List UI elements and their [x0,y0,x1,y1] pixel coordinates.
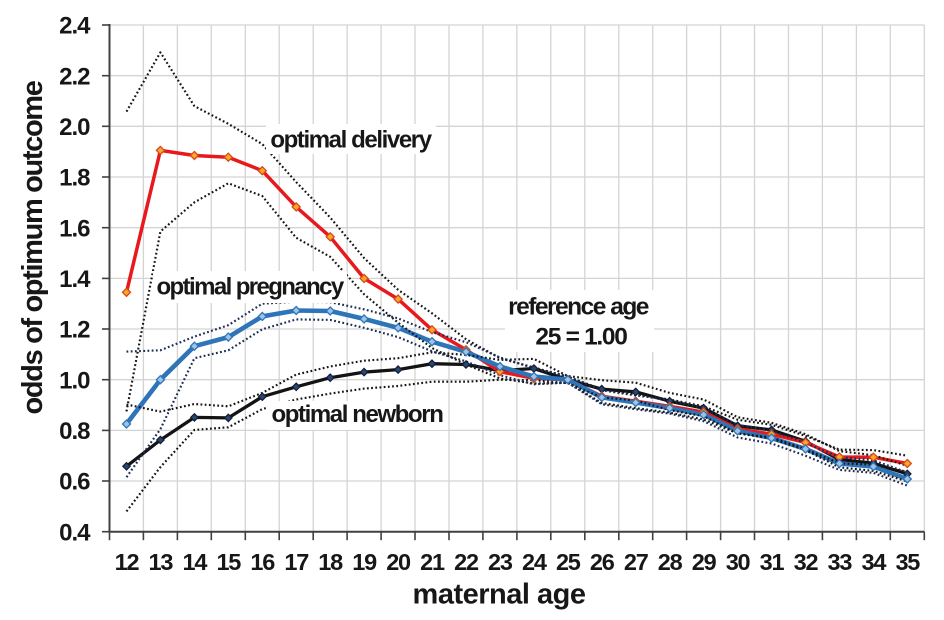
svg-text:13: 13 [149,549,174,575]
svg-text:0.8: 0.8 [59,418,90,445]
svg-text:25 = 1.00: 25 = 1.00 [535,324,627,351]
svg-text:2.2: 2.2 [59,63,90,90]
svg-text:19: 19 [352,549,377,575]
svg-text:31: 31 [760,549,785,575]
svg-text:28: 28 [658,549,683,575]
svg-text:29: 29 [692,549,717,575]
svg-text:optimal pregnancy: optimal pregnancy [157,274,345,301]
svg-text:1.4: 1.4 [59,266,91,293]
svg-text:2.0: 2.0 [59,114,90,141]
svg-text:20: 20 [386,549,411,575]
svg-text:maternal age: maternal age [413,579,586,611]
svg-text:25: 25 [556,549,581,575]
svg-text:optimal newborn: optimal newborn [271,401,443,428]
svg-text:1.6: 1.6 [59,215,90,242]
svg-text:17: 17 [284,549,309,575]
svg-text:12: 12 [115,549,140,575]
svg-text:32: 32 [794,549,819,575]
svg-text:14: 14 [183,549,208,575]
svg-text:1.2: 1.2 [59,317,90,344]
svg-text:odds of optimum outcome: odds of optimum outcome [17,80,49,414]
svg-text:33: 33 [828,549,853,575]
svg-text:23: 23 [488,549,513,575]
svg-text:0.6: 0.6 [59,469,90,496]
svg-text:16: 16 [250,549,275,575]
svg-text:1.8: 1.8 [59,165,90,192]
svg-text:18: 18 [318,549,343,575]
svg-text:26: 26 [590,549,615,575]
svg-text:15: 15 [216,549,241,575]
svg-text:reference age: reference age [508,294,649,321]
svg-text:2.4: 2.4 [59,13,91,40]
svg-text:22: 22 [454,549,479,575]
svg-text:1.0: 1.0 [59,367,90,394]
svg-text:35: 35 [895,549,920,575]
svg-text:27: 27 [624,549,649,575]
svg-text:30: 30 [726,549,751,575]
svg-text:24: 24 [522,549,547,575]
svg-text:0.4: 0.4 [59,519,91,546]
svg-text:optimal delivery: optimal delivery [270,127,432,154]
svg-text:34: 34 [862,549,887,575]
svg-text:21: 21 [420,549,445,575]
